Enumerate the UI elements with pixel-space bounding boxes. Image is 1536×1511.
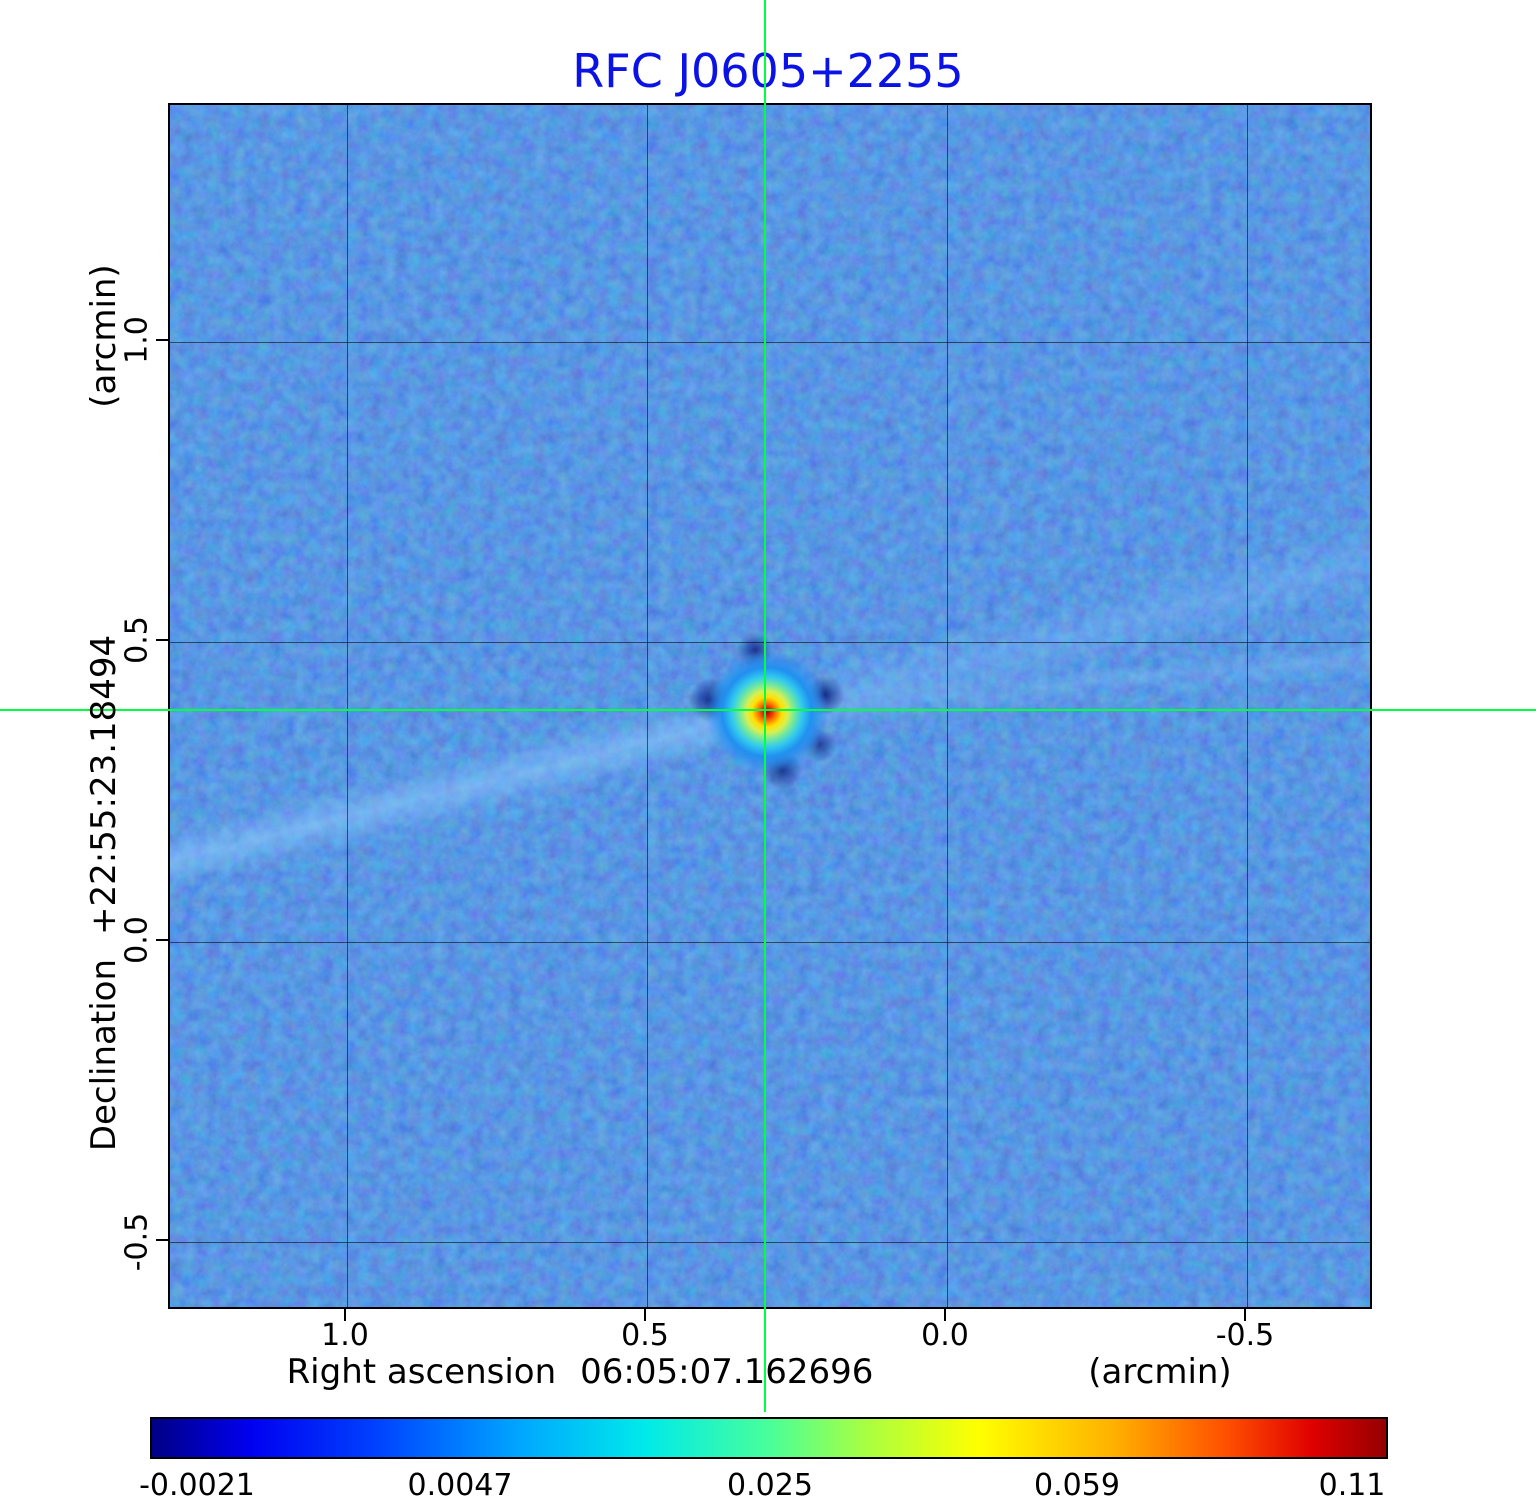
- sky-image-plot: [168, 103, 1372, 1309]
- y-axis-unit: (arcmin): [84, 264, 124, 408]
- crosshair-vertical-line: [764, 0, 766, 1412]
- gridline-horizontal: [170, 942, 1370, 943]
- y-tick-mark: [156, 939, 168, 941]
- y-tick-mark: [156, 639, 168, 641]
- colorbar-tick-label: 0.11: [1318, 1468, 1386, 1503]
- y-tick-label: 1.0: [119, 316, 155, 364]
- colorbar-tick-label: -0.0021: [139, 1468, 255, 1503]
- gridline-horizontal: [170, 642, 1370, 643]
- x-axis-label-name: Right ascension: [286, 1352, 557, 1392]
- x-tick-label: 1.0: [321, 1318, 369, 1353]
- colorbar: [150, 1417, 1388, 1459]
- x-axis-label-value: 06:05:07.162696: [580, 1352, 874, 1392]
- crosshair-horizontal-line: [0, 709, 1536, 711]
- y-axis-label-value: +22:55:23.18494: [84, 634, 124, 935]
- y-tick-label: 0.0: [119, 916, 155, 964]
- x-tick-mark: [1244, 1309, 1246, 1321]
- source-peak: [697, 642, 837, 782]
- x-tick-label: 0.5: [621, 1318, 669, 1353]
- y-axis-label: Declination +22:55:23.18494: [84, 635, 124, 1151]
- x-axis-label: Right ascension 06:05:07.162696: [287, 1352, 874, 1392]
- y-axis-label-name: Declination: [84, 958, 124, 1152]
- x-tick-label: 0.0: [921, 1318, 969, 1353]
- x-tick-label: -0.5: [1215, 1318, 1275, 1353]
- y-tick-label: -0.5: [119, 1212, 155, 1272]
- plot-title: RFC J0605+2255: [572, 44, 964, 98]
- gridline-horizontal: [170, 342, 1370, 343]
- x-tick-mark: [944, 1309, 946, 1321]
- gridline-vertical: [1247, 105, 1248, 1307]
- x-tick-mark: [344, 1309, 346, 1321]
- gridline-vertical: [647, 105, 648, 1307]
- y-tick-label: 0.5: [119, 616, 155, 664]
- colorbar-tick-label: 0.0047: [407, 1468, 513, 1503]
- gridline-horizontal: [170, 1242, 1370, 1243]
- colorbar-tick-label: 0.025: [727, 1468, 813, 1503]
- x-axis-unit: (arcmin): [1088, 1352, 1232, 1392]
- x-tick-mark: [644, 1309, 646, 1321]
- gridline-vertical: [947, 105, 948, 1307]
- colorbar-tick-label: 0.059: [1034, 1468, 1120, 1503]
- y-tick-mark: [156, 1239, 168, 1241]
- gridline-vertical: [347, 105, 348, 1307]
- y-tick-mark: [156, 339, 168, 341]
